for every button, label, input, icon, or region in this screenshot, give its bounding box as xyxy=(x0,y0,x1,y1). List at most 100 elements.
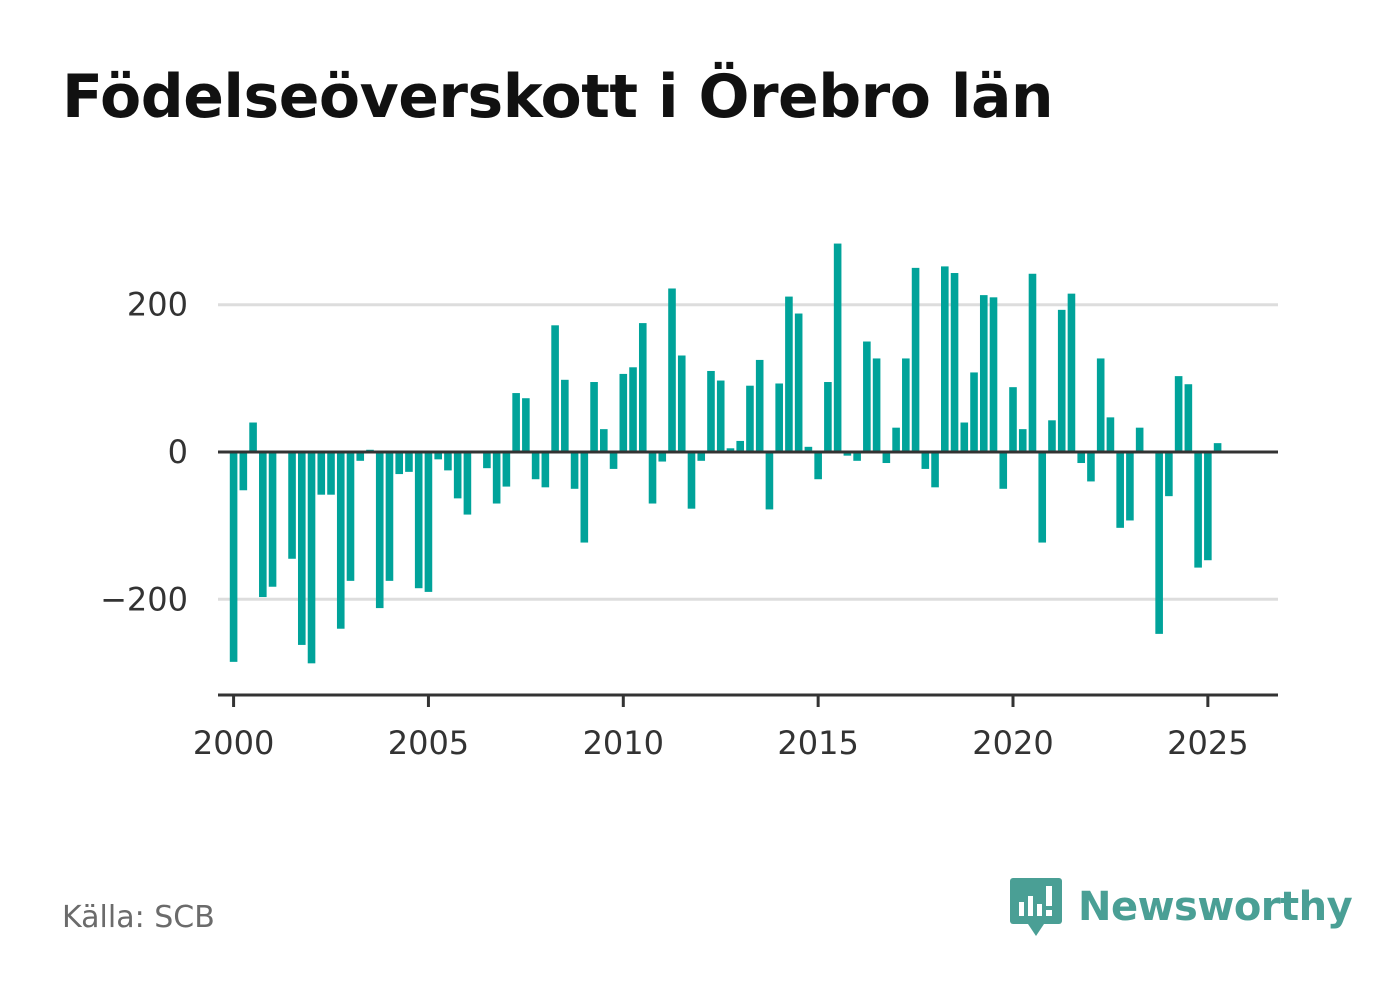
bar xyxy=(259,451,267,598)
bar xyxy=(629,367,637,452)
bar xyxy=(405,451,413,472)
bar xyxy=(600,429,608,452)
bar xyxy=(687,451,696,509)
bar xyxy=(1204,451,1212,561)
x-tick-label: 2025 xyxy=(1167,724,1248,762)
bar xyxy=(1057,309,1066,452)
bar xyxy=(931,451,939,488)
bar xyxy=(1165,451,1173,497)
bar xyxy=(1077,451,1085,464)
bar xyxy=(307,451,316,664)
bar xyxy=(463,451,472,515)
bar xyxy=(960,422,969,452)
bar xyxy=(531,451,540,480)
bar xyxy=(697,451,706,461)
bar xyxy=(1048,420,1056,452)
bar xyxy=(950,273,959,452)
bar xyxy=(327,451,335,495)
gridlines xyxy=(218,303,1278,601)
bar xyxy=(746,385,754,452)
bar xyxy=(1213,443,1222,452)
x-tick-label: 2010 xyxy=(583,724,664,762)
bar xyxy=(1116,451,1124,528)
bar xyxy=(1184,384,1193,452)
bar xyxy=(863,341,871,452)
bar xyxy=(1155,451,1163,634)
axes xyxy=(218,450,1278,707)
bar xyxy=(268,451,277,587)
bar xyxy=(434,451,442,460)
bar xyxy=(249,422,257,452)
bar xyxy=(239,451,248,491)
bars xyxy=(229,243,1222,664)
bar xyxy=(726,448,735,452)
bar xyxy=(1009,387,1017,452)
bar xyxy=(609,451,618,469)
bar xyxy=(317,451,326,495)
bar xyxy=(716,380,725,452)
bar xyxy=(921,451,930,469)
bar xyxy=(833,243,842,452)
bar xyxy=(453,451,462,499)
chart-title: Födelseöverskott i Örebro län xyxy=(62,62,1054,132)
bar xyxy=(853,451,861,461)
bar xyxy=(522,398,530,452)
bar xyxy=(794,313,803,452)
bar xyxy=(375,451,384,609)
bar xyxy=(648,451,657,504)
bar xyxy=(1126,451,1134,521)
bar xyxy=(1018,429,1027,452)
bar xyxy=(288,451,296,559)
y-tick-label: 0 xyxy=(168,433,188,471)
bar xyxy=(385,451,394,581)
bar xyxy=(970,372,978,452)
bar xyxy=(843,451,852,456)
bar xyxy=(707,370,715,452)
bar xyxy=(336,451,345,629)
bar xyxy=(824,382,832,452)
bar xyxy=(658,451,667,462)
bar xyxy=(677,355,686,452)
bar xyxy=(551,325,559,452)
bar xyxy=(541,451,550,488)
bar xyxy=(414,451,423,589)
brand-logo: Newsworthy xyxy=(1010,876,1353,938)
bar xyxy=(356,451,365,461)
bar xyxy=(989,297,998,452)
bar xyxy=(492,451,501,504)
bar xyxy=(1067,293,1076,452)
bar xyxy=(570,451,579,489)
bar xyxy=(775,383,783,452)
bar xyxy=(229,451,238,662)
bar xyxy=(483,451,491,469)
bar xyxy=(1135,427,1144,452)
bar xyxy=(911,267,920,452)
bar xyxy=(424,451,433,592)
bar xyxy=(1096,358,1105,452)
bar xyxy=(1028,273,1037,452)
y-tick-label: 200 xyxy=(127,286,188,324)
bar xyxy=(395,451,404,475)
bar xyxy=(668,288,676,452)
bar xyxy=(1038,451,1047,543)
bar xyxy=(814,451,822,480)
bar xyxy=(346,451,355,581)
bar xyxy=(297,451,306,645)
bar xyxy=(638,323,647,452)
brand-name: Newsworthy xyxy=(1078,884,1353,930)
bar xyxy=(444,451,452,471)
bar xyxy=(872,358,881,452)
bar xyxy=(941,266,949,452)
newsworthy-logo-icon xyxy=(1010,878,1062,936)
bar xyxy=(502,451,511,487)
bar xyxy=(590,382,598,452)
bar xyxy=(979,295,988,452)
source-note: Källa: SCB xyxy=(62,900,215,935)
x-tick-label: 2000 xyxy=(193,724,274,762)
y-tick-label: −200 xyxy=(100,580,188,618)
bar xyxy=(892,427,900,452)
bar xyxy=(580,451,589,543)
bar xyxy=(902,358,910,452)
